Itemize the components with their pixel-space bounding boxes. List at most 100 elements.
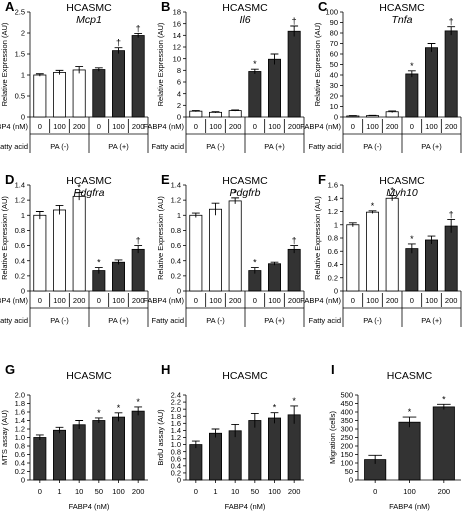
- y-tick-label: 4: [177, 89, 181, 98]
- y-tick-label: 10: [173, 54, 181, 63]
- panel-title: HCASMC: [66, 2, 112, 14]
- x-tick-label: 50: [95, 487, 103, 496]
- row-label: FABP4 (nM): [300, 122, 341, 131]
- y-axis-label: Migration (cells): [328, 411, 337, 464]
- y-tick-label: 18: [173, 8, 181, 17]
- x-tick-label: 200: [288, 296, 301, 305]
- y-tick-label: 1.0: [15, 433, 25, 442]
- bar: [385, 197, 399, 292]
- significance-marker: *: [410, 61, 414, 71]
- significance-marker: *: [136, 397, 140, 407]
- y-tick-label: 1: [21, 71, 25, 80]
- bar: [425, 47, 438, 118]
- y-tick-label: 1.2: [328, 207, 338, 216]
- y-tick-label: 0.2: [15, 271, 25, 280]
- error-bar: [191, 110, 200, 112]
- y-tick-label: 0.6: [15, 241, 25, 250]
- error-bar: [114, 47, 123, 54]
- y-tick-label: 0: [349, 476, 353, 485]
- bar: [346, 224, 360, 292]
- x-tick-label: 100: [53, 296, 66, 305]
- bar: [112, 50, 125, 118]
- y-tick-label: 1.6: [15, 408, 25, 417]
- y-tick-label: 1.2: [15, 196, 25, 205]
- bar: [72, 69, 86, 118]
- panel-title: HCASMC: [66, 370, 112, 382]
- panel-label: F: [318, 172, 326, 187]
- row-label: Fatty acid: [151, 142, 184, 151]
- error-bar: [134, 32, 143, 38]
- y-tick-label: 0.4: [15, 256, 25, 265]
- x-tick-label: 200: [438, 487, 451, 496]
- error-bar: [348, 222, 357, 227]
- error-bar: [231, 197, 240, 204]
- bar: [131, 35, 145, 118]
- error-bar: [388, 195, 397, 201]
- error-bar: [447, 219, 456, 233]
- error-bar: [55, 69, 64, 75]
- error-bar: [290, 405, 299, 424]
- bar: [287, 248, 301, 292]
- significance-marker: *: [253, 258, 257, 268]
- panel-label: G: [5, 362, 15, 377]
- x-tick-label: 200: [386, 122, 399, 131]
- significance-marker: †: [116, 38, 121, 48]
- significance-marker: †: [292, 16, 297, 26]
- gene-name: Pdgfrb: [230, 187, 261, 199]
- panel-f: F HCASMCMyh1000.20.40.60.811.21.41.6Relat…: [300, 172, 462, 327]
- x-tick-label: 200: [445, 122, 458, 131]
- significance-marker: *: [273, 403, 277, 413]
- y-tick-label: 0.6: [15, 450, 25, 459]
- group-label: PA (+): [264, 316, 285, 325]
- bar: [33, 74, 47, 118]
- group-label: PA (+): [108, 316, 129, 325]
- y-tick-label: 0.8: [171, 226, 181, 235]
- y-tick-label: 0.8: [15, 226, 25, 235]
- y-tick-label: 2.0: [15, 391, 25, 400]
- x-tick-label: 200: [132, 487, 145, 496]
- y-tick-label: 2: [177, 101, 181, 110]
- bar: [53, 72, 66, 118]
- y-tick-label: 1.5: [15, 50, 25, 59]
- error-bar: [35, 211, 44, 220]
- x-tick-label: 0: [194, 487, 198, 496]
- bar: [287, 30, 301, 118]
- y-tick-label: 1: [177, 211, 181, 220]
- error-bar: [250, 68, 259, 74]
- x-tick-label: 200: [132, 296, 145, 305]
- bar: [432, 406, 455, 481]
- y-axis-label: Relative Expression (AU): [313, 22, 322, 106]
- y-tick-label: 50: [345, 467, 353, 476]
- significance-marker: †: [136, 236, 141, 246]
- y-axis-label: Relative Expression (AU): [0, 196, 9, 280]
- bar: [268, 263, 281, 292]
- bar: [209, 432, 222, 481]
- significance-marker: †: [136, 23, 141, 33]
- panel-i: I HCASMC050100150200250300350400450500Mig…: [328, 362, 461, 511]
- x-tick-label: 100: [112, 487, 125, 496]
- bar: [398, 421, 421, 481]
- error-bar: [94, 267, 103, 274]
- panel-title: HCASMC: [66, 175, 112, 187]
- row-label: Fatty acid: [308, 316, 341, 325]
- y-tick-label: 1.4: [171, 181, 181, 190]
- bar: [53, 429, 66, 481]
- error-bar: [368, 454, 382, 464]
- bar: [53, 209, 66, 292]
- significance-marker: †: [449, 209, 454, 219]
- bar: [248, 71, 262, 118]
- y-tick-label: 12: [173, 43, 181, 52]
- y-tick-label: 350: [340, 416, 353, 425]
- y-tick-label: 150: [340, 450, 353, 459]
- panel-c: C HCASMCTnfa0102030405060708090100Relativ…: [300, 0, 462, 153]
- x-axis-label: FABP4 (nM): [225, 502, 266, 511]
- bar: [72, 195, 86, 292]
- significance-marker: *: [97, 408, 101, 418]
- row-label: FABP4 (nM): [0, 296, 29, 305]
- error-bar: [348, 115, 357, 117]
- x-tick-label: 0: [38, 487, 42, 496]
- x-tick-label: 100: [366, 122, 379, 131]
- y-tick-label: 80: [330, 29, 338, 38]
- significance-marker: *: [233, 188, 237, 198]
- y-axis-label: Relative Expression (AU): [156, 196, 165, 280]
